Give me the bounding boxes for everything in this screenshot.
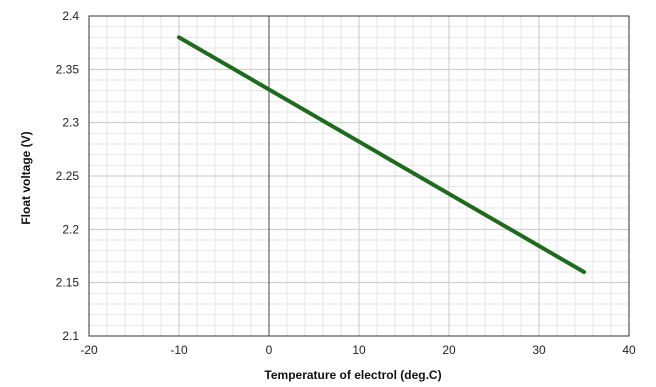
y-tick-label: 2.35 xyxy=(56,62,80,76)
y-tick-label: 2.3 xyxy=(62,116,79,130)
y-tick-label: 2.1 xyxy=(62,329,79,343)
x-tick-label: -10 xyxy=(170,343,188,357)
y-tick-label: 2.25 xyxy=(56,169,80,183)
major-grid xyxy=(88,15,630,337)
x-tick-label: 10 xyxy=(352,343,366,357)
series-line-0 xyxy=(177,35,586,274)
x-tick-label: 0 xyxy=(266,343,273,357)
y-tick-label: 2.15 xyxy=(56,276,80,290)
y-axis-title: Float voltage (V) xyxy=(19,131,33,224)
plot-area-frame xyxy=(88,15,630,337)
x-tick-label: 20 xyxy=(442,343,456,357)
x-tick-label: -20 xyxy=(80,343,98,357)
y-tick-label: 2.2 xyxy=(62,222,79,236)
series-layer xyxy=(177,35,586,274)
x-tick-label: 40 xyxy=(622,343,636,357)
y-tick-labels: 2.1 2.15 2.2 2.25 2.3 2.35 2.4 xyxy=(56,9,80,343)
x-tick-labels: -20 -10 0 10 20 30 40 xyxy=(80,343,636,357)
x-tick-label: 30 xyxy=(532,343,546,357)
y-tick-label: 2.4 xyxy=(62,9,79,23)
x-axis-title: Temperature of electrol (deg.C) xyxy=(264,368,441,382)
